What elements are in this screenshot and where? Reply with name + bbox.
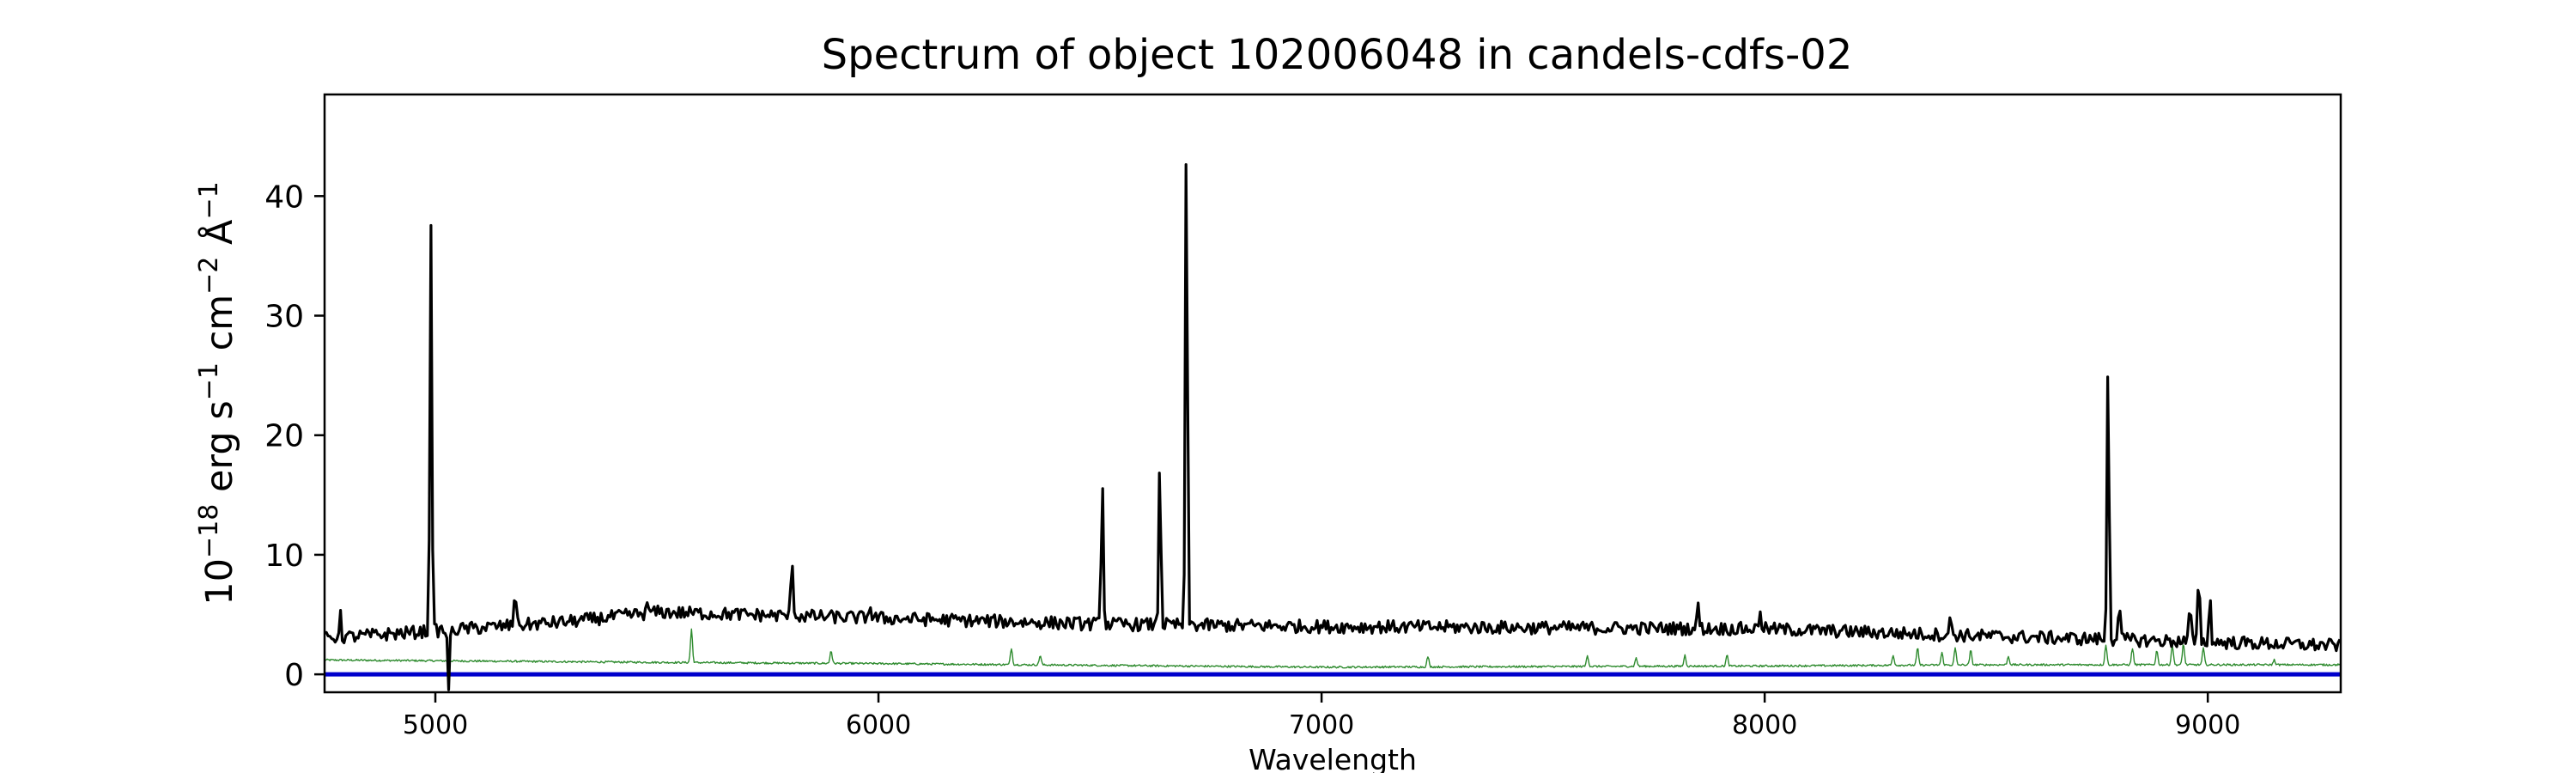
x-tick-label: 8000: [1732, 710, 1797, 740]
series-layer: [325, 163, 2341, 691]
x-axis: 5000 6000 7000 8000 9000: [403, 692, 2240, 740]
x-axis-label: Wavelength: [1249, 743, 1417, 773]
y-axis-label: 10−18 erg s−1 cm−2 Å−1: [194, 181, 242, 605]
y-tick-label: 20: [264, 419, 304, 454]
x-tick-label: 7000: [1289, 710, 1354, 740]
y-tick-label: 0: [284, 658, 304, 693]
x-tick-label: 5000: [403, 710, 468, 740]
flux-series-line: [325, 163, 2341, 691]
y-tick-label: 40: [264, 180, 304, 215]
error-series-line: [325, 628, 2341, 669]
plot-frame: [323, 93, 2342, 694]
x-tick-label: 6000: [846, 710, 911, 740]
y-tick-label: 30: [264, 300, 304, 335]
x-tick-label: 9000: [2175, 710, 2240, 740]
y-axis: 0 10 20 30 40: [264, 180, 325, 693]
chart-title: Spectrum of object 102006048 in candels-…: [822, 31, 1853, 79]
y-tick-label: 10: [264, 539, 304, 574]
